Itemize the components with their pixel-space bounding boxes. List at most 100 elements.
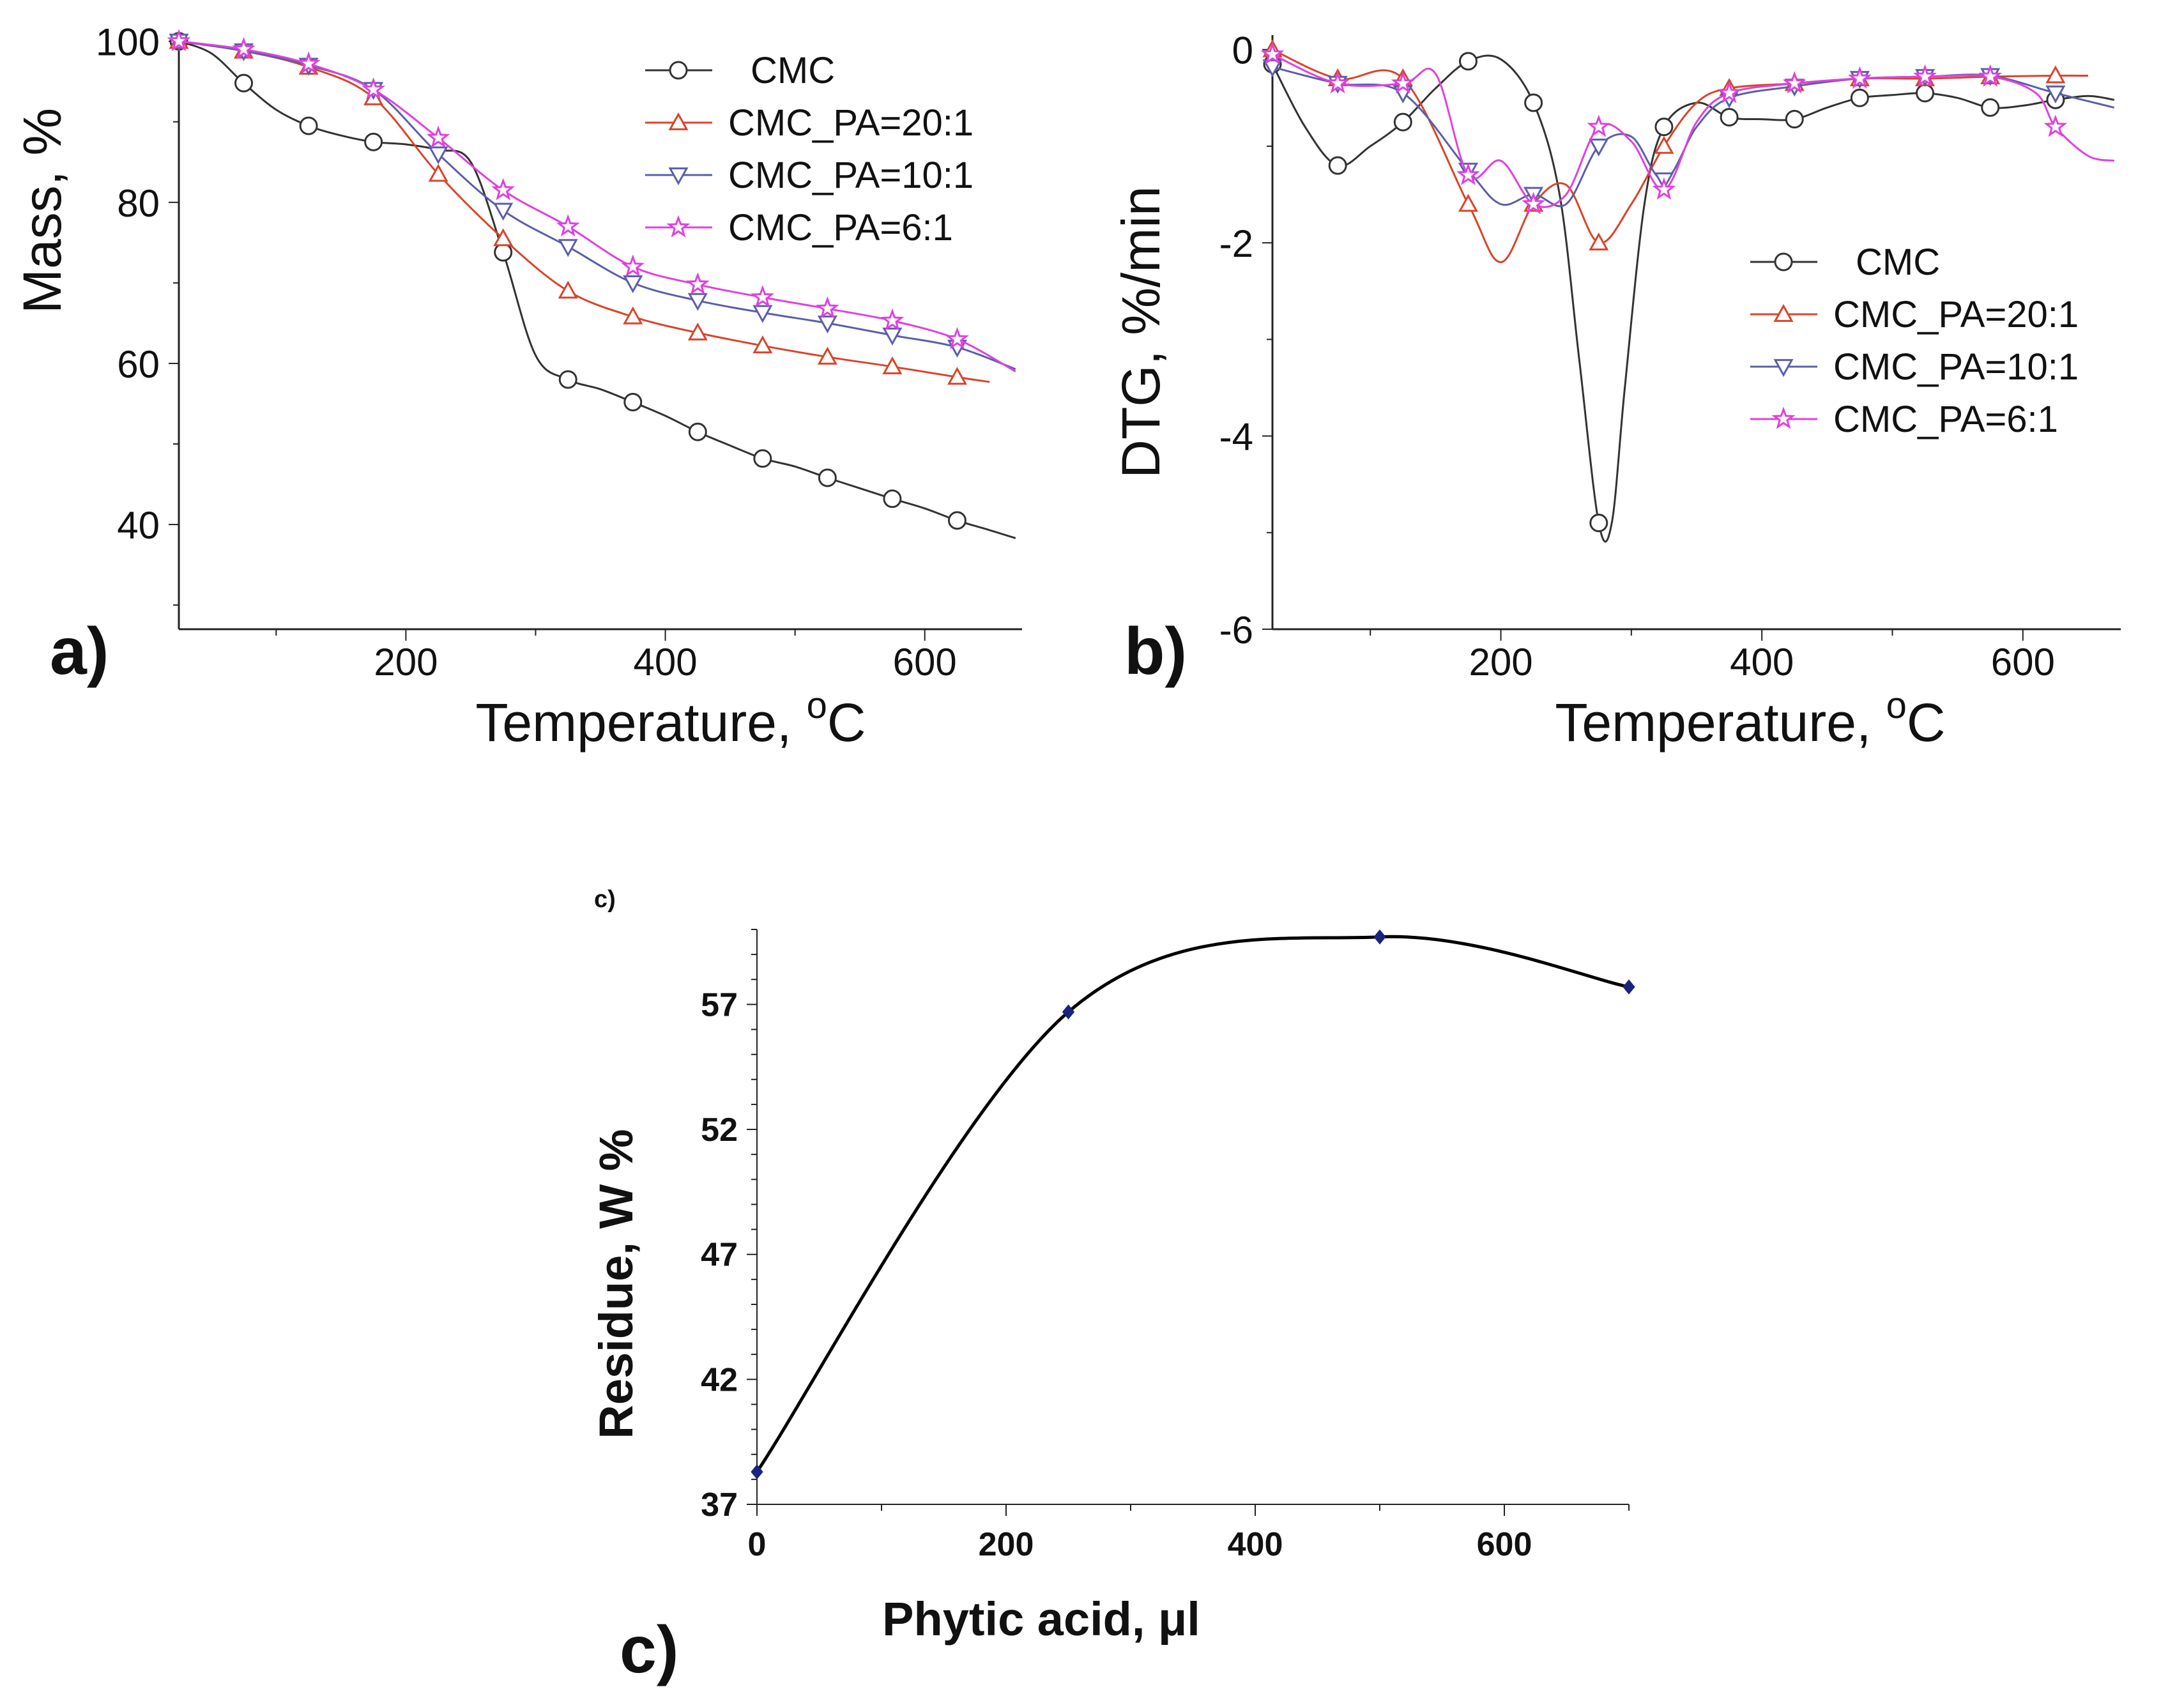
chart-c-xlabel: Phytic acid, μl bbox=[882, 1593, 1200, 1646]
panel-label-b: b) bbox=[1124, 615, 1187, 689]
chart-a-legend-marker-cmc-pa-10-1 bbox=[668, 167, 689, 186]
chart-a-mass-vs-temperature: 200 400 600 40 60 80 100 CMC CMC_PA=20:1 CMC_PA=… bbox=[12, 21, 1022, 753]
chart-a-point-cmc-pa-20-1 bbox=[623, 306, 643, 325]
chart-b-point-cmc-pa-10-1 bbox=[2045, 85, 2066, 103]
chart-a-xlabel: Temperature, oC bbox=[475, 685, 866, 753]
chart-b-x-tick-label: 400 bbox=[1730, 641, 1794, 684]
chart-c-y-tick-label: 57 bbox=[701, 986, 738, 1023]
chart-a-point-cmc-pa-20-1 bbox=[882, 356, 903, 374]
chart-a-y-tick-label: 40 bbox=[117, 504, 160, 547]
chart-a-point-cmc-pa-6-1 bbox=[491, 178, 515, 201]
chart-a-point-cmc bbox=[818, 468, 837, 487]
chart-c-ylabel: Residue, W % bbox=[590, 1129, 643, 1439]
chart-b-point-cmc-pa-6-1 bbox=[1913, 64, 1937, 87]
chart-a-point-cmc-pa-10-1 bbox=[428, 146, 448, 165]
chart-a-legend-label-cmc: CMC bbox=[751, 50, 835, 91]
chart-a-point-cmc-pa-6-1 bbox=[751, 285, 775, 308]
chart-b-y-tick-label: 0 bbox=[1232, 29, 1253, 72]
chart-b-point-cmc-pa-6-1 bbox=[1717, 80, 1741, 103]
chart-c-x-tick-label: 200 bbox=[979, 1526, 1034, 1563]
chart-c-point-residue bbox=[1373, 929, 1386, 945]
chart-b-point-cmc-pa-6-1 bbox=[1847, 66, 1872, 89]
chart-b-y-tick-label: -6 bbox=[1219, 609, 1253, 652]
chart-b-point-cmc bbox=[1328, 156, 1347, 175]
chart-c-x-tick-label: 0 bbox=[748, 1526, 767, 1563]
chart-b-point-cmc-pa-6-1 bbox=[1652, 177, 1676, 200]
chart-b-point-cmc-pa-20-1 bbox=[1458, 194, 1479, 212]
chart-a-point-cmc-pa-20-1 bbox=[817, 346, 837, 365]
chart-a-point-cmc-pa-6-1 bbox=[621, 254, 645, 277]
chart-a-point-cmc-pa-6-1 bbox=[362, 77, 386, 100]
chart-a-point-cmc-pa-10-1 bbox=[558, 239, 578, 257]
chart-a-point-cmc-pa-6-1 bbox=[880, 308, 905, 331]
chart-c-residue-vs-phytic-acid: 0 200 400 600 37 42 47 52 57 c) Residue, W % Phy… bbox=[590, 886, 1635, 1687]
chart-b-legend: CMC CMC_PA=20:1 CMC_PA=10:1 CMC_PA=6:1 bbox=[1750, 241, 2079, 440]
chart-a-legend-label-cmc-pa-10-1: CMC_PA=10:1 bbox=[728, 155, 974, 196]
chart-a-point-cmc bbox=[558, 370, 577, 389]
chart-b-point-cmc bbox=[1654, 118, 1674, 137]
chart-c-point-residue bbox=[1062, 1004, 1075, 1020]
chart-a-legend-label-cmc-pa-6-1: CMC_PA=6:1 bbox=[728, 207, 953, 248]
chart-a-point-cmc bbox=[688, 422, 707, 441]
chart-c-series-line-residue bbox=[755, 935, 1630, 1473]
chart-b-point-cmc-pa-6-1 bbox=[1391, 71, 1415, 94]
chart-a-point-cmc-pa-6-1 bbox=[426, 125, 450, 148]
chart-a-legend-label-cmc-pa-20-1: CMC_PA=20:1 bbox=[728, 102, 974, 144]
chart-a-point-cmc bbox=[299, 116, 318, 135]
chart-b-point-cmc-pa-6-1 bbox=[1456, 162, 1480, 185]
chart-a-point-cmc-pa-10-1 bbox=[882, 327, 903, 346]
chart-a-series-line-cmc-pa-10-1 bbox=[178, 40, 1016, 371]
chart-b-point-cmc-pa-20-1 bbox=[1654, 135, 1674, 154]
chart-b-point-cmc-pa-6-1 bbox=[2043, 114, 2068, 137]
chart-a-y-tick-label: 100 bbox=[96, 21, 160, 64]
chart-b-ylabel: DTG, %/min bbox=[1111, 186, 1171, 478]
chart-a-ylabel: Mass, % bbox=[12, 108, 72, 314]
chart-a-point-cmc-pa-20-1 bbox=[687, 322, 708, 340]
chart-c-y-tick-label: 42 bbox=[701, 1361, 738, 1398]
chart-a-point-cmc-pa-20-1 bbox=[947, 367, 968, 385]
chart-b-point-cmc bbox=[1916, 84, 1935, 103]
chart-b-point-cmc bbox=[1524, 93, 1543, 112]
chart-b-legend-marker-cmc bbox=[1774, 252, 1793, 271]
chart-b-legend-label-cmc-pa-20-1: CMC_PA=20:1 bbox=[1833, 294, 2079, 335]
chart-a-point-cmc bbox=[947, 511, 966, 530]
chart-b-point-cmc bbox=[1981, 98, 2000, 117]
chart-a-point-cmc bbox=[883, 489, 902, 508]
chart-b-point-cmc bbox=[1458, 52, 1478, 71]
chart-a-y-tick-label: 80 bbox=[117, 182, 160, 225]
panel-label-c: c) bbox=[620, 1613, 678, 1687]
chart-a-point-cmc bbox=[623, 392, 643, 411]
chart-a-x-tick-label: 600 bbox=[893, 641, 957, 684]
chart-a-legend: CMC CMC_PA=20:1 CMC_PA=10:1 CMC_PA=6:1 bbox=[645, 50, 974, 248]
chart-a-point-cmc-pa-20-1 bbox=[752, 335, 773, 354]
chart-b-point-cmc-pa-6-1 bbox=[1325, 71, 1350, 94]
chart-b-point-cmc-pa-6-1 bbox=[1260, 42, 1285, 65]
chart-a-point-cmc-pa-10-1 bbox=[687, 293, 708, 311]
panel-label-a: a) bbox=[50, 615, 109, 689]
chart-a-point-cmc-pa-6-1 bbox=[945, 326, 969, 349]
chart-a-legend-marker-cmc-pa-20-1 bbox=[668, 112, 689, 130]
chart-c-series bbox=[751, 929, 1635, 1479]
chart-b-point-cmc-pa-6-1 bbox=[1978, 64, 2003, 87]
chart-a-point-cmc bbox=[753, 449, 772, 468]
chart-b-series bbox=[1260, 39, 2115, 543]
chart-a-x-tick-label: 400 bbox=[633, 641, 697, 684]
chart-b-x-tick-label: 200 bbox=[1469, 641, 1532, 684]
chart-b-legend-label-cmc-pa-10-1: CMC_PA=10:1 bbox=[1833, 346, 2079, 388]
chart-b-legend-label-cmc-pa-6-1: CMC_PA=6:1 bbox=[1833, 399, 2058, 440]
chart-b-point-cmc-pa-20-1 bbox=[2045, 65, 2066, 84]
chart-b-point-cmc bbox=[1720, 108, 1739, 127]
chart-a-point-cmc bbox=[494, 243, 513, 262]
chart-c-x-tick-label: 600 bbox=[1477, 1526, 1532, 1563]
chart-b-dtg-vs-temperature: 200 400 600 -6 -4 -2 0 CMC CMC_PA=20:1 CMC_PA=10… bbox=[1111, 29, 2121, 753]
chart-a-point-cmc-pa-10-1 bbox=[493, 202, 514, 221]
chart-c-point-residue bbox=[1623, 979, 1635, 995]
chart-a-point-cmc-pa-6-1 bbox=[685, 272, 710, 295]
chart-a-point-cmc-pa-10-1 bbox=[817, 315, 837, 333]
chart-b-point-cmc-pa-10-1 bbox=[1262, 59, 1283, 77]
chart-a-point-cmc-pa-6-1 bbox=[167, 29, 191, 52]
chart-b-point-cmc-pa-10-1 bbox=[1589, 139, 1609, 157]
chart-a-point-cmc-pa-6-1 bbox=[232, 36, 256, 59]
chart-a-series bbox=[167, 29, 1016, 539]
chart-b-legend-marker-cmc-pa-20-1 bbox=[1773, 303, 1794, 322]
